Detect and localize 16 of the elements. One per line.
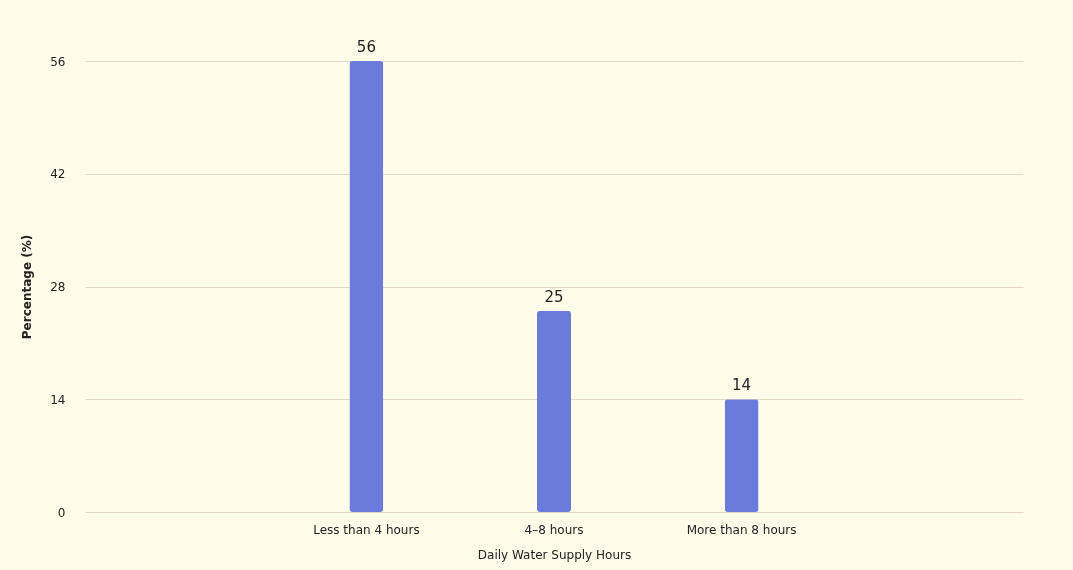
data-label: 56 <box>356 38 376 56</box>
bar <box>349 61 384 512</box>
y-tick-label: 14 <box>50 392 66 407</box>
x-tick-label: 4–8 hours <box>524 522 584 537</box>
x-axis-title: Daily Water Supply Hours <box>477 547 632 562</box>
y-tick-label: 28 <box>50 280 66 294</box>
x-tick-label: Less than 4 hours <box>313 522 420 537</box>
x-tick-label: More than 8 hours <box>686 522 797 537</box>
data-label: 25 <box>544 287 564 306</box>
data-label: 14 <box>732 376 752 395</box>
y-tick-label: 42 <box>50 167 66 182</box>
bar <box>537 310 571 512</box>
bar <box>724 399 759 512</box>
y-axis-title: Percentage (%) <box>20 234 35 340</box>
y-tick-label: 0 <box>57 505 66 520</box>
y-tick-label: 56 <box>50 54 66 69</box>
